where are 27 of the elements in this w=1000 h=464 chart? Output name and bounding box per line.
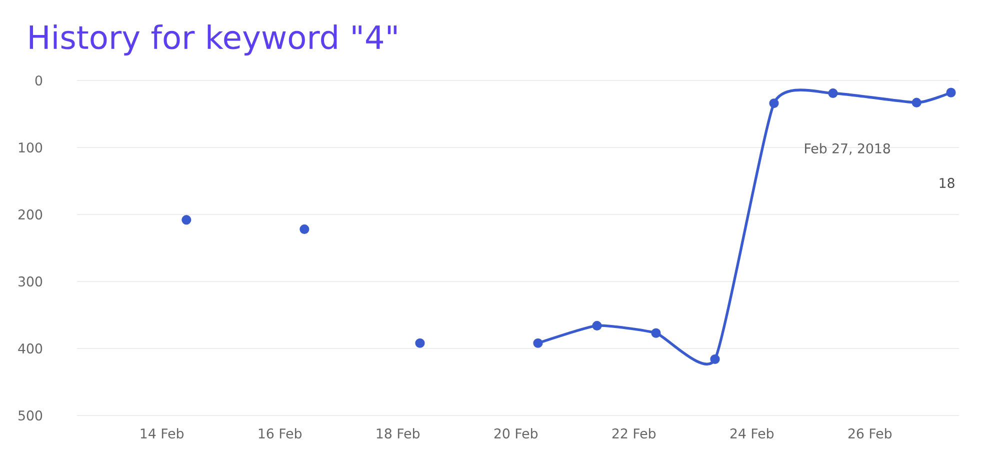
point [828, 88, 838, 98]
annotation: Feb 27, 2018 [805, 143, 890, 155]
y-tick-label: 0 [35, 75, 42, 86]
x-tick-label: 16 Feb [258, 428, 302, 439]
point [300, 224, 310, 234]
point [912, 98, 922, 108]
x-tick-label: 24 Feb [730, 428, 774, 439]
point [769, 98, 779, 108]
y-tick-label: 200 [18, 209, 42, 220]
point [415, 338, 425, 348]
x-tick-label: 14 Feb [140, 428, 184, 439]
y-tick-label: 100 [18, 142, 42, 153]
y-tick-label: 400 [18, 343, 42, 354]
point [592, 320, 602, 331]
x-tick-label: 26 Feb [848, 428, 892, 439]
annotation: 18 [940, 178, 954, 188]
y-tick-label: 300 [18, 276, 42, 287]
point [182, 215, 192, 225]
point [533, 338, 543, 348]
chart-title: History for keyword "4" [30, 24, 396, 56]
x-tick-label: 20 Feb [494, 428, 538, 439]
x-tick-label: 18 Feb [376, 428, 420, 439]
point [710, 354, 720, 364]
point [651, 328, 661, 338]
point [946, 88, 956, 98]
y-tick-label: 500 [18, 410, 42, 421]
x-tick-label: 22 Feb [612, 428, 656, 439]
